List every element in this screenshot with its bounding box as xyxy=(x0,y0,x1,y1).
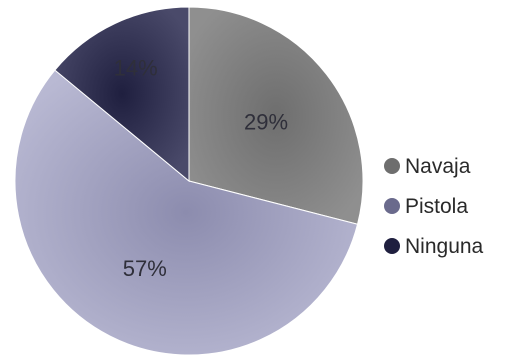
legend-item-ninguna: Ninguna xyxy=(384,235,484,258)
legend: Navaja Pistola Ninguna xyxy=(384,155,484,258)
legend-label-navaja: Navaja xyxy=(405,155,471,178)
pie-slice-navaja xyxy=(188,6,364,225)
pie-slice-ninguna xyxy=(54,6,190,183)
legend-marker-navaja xyxy=(384,158,400,174)
slices-layer xyxy=(14,6,364,356)
slice-labels-layer: 29% 57% 14% xyxy=(114,56,288,281)
legend-item-pistola: Pistola xyxy=(384,195,468,218)
legend-label-pistola: Pistola xyxy=(405,195,468,218)
legend-marker-ninguna xyxy=(384,238,400,254)
pie-slice-pistola xyxy=(14,69,359,356)
slice-value-label-ninguna: 14% xyxy=(114,56,158,81)
legend-label-ninguna: Ninguna xyxy=(405,235,484,258)
slice-value-label-navaja: 29% xyxy=(244,109,288,134)
slice-value-label-pistola: 57% xyxy=(123,256,167,281)
legend-item-navaja: Navaja xyxy=(384,155,471,178)
legend-marker-pistola xyxy=(384,198,400,214)
